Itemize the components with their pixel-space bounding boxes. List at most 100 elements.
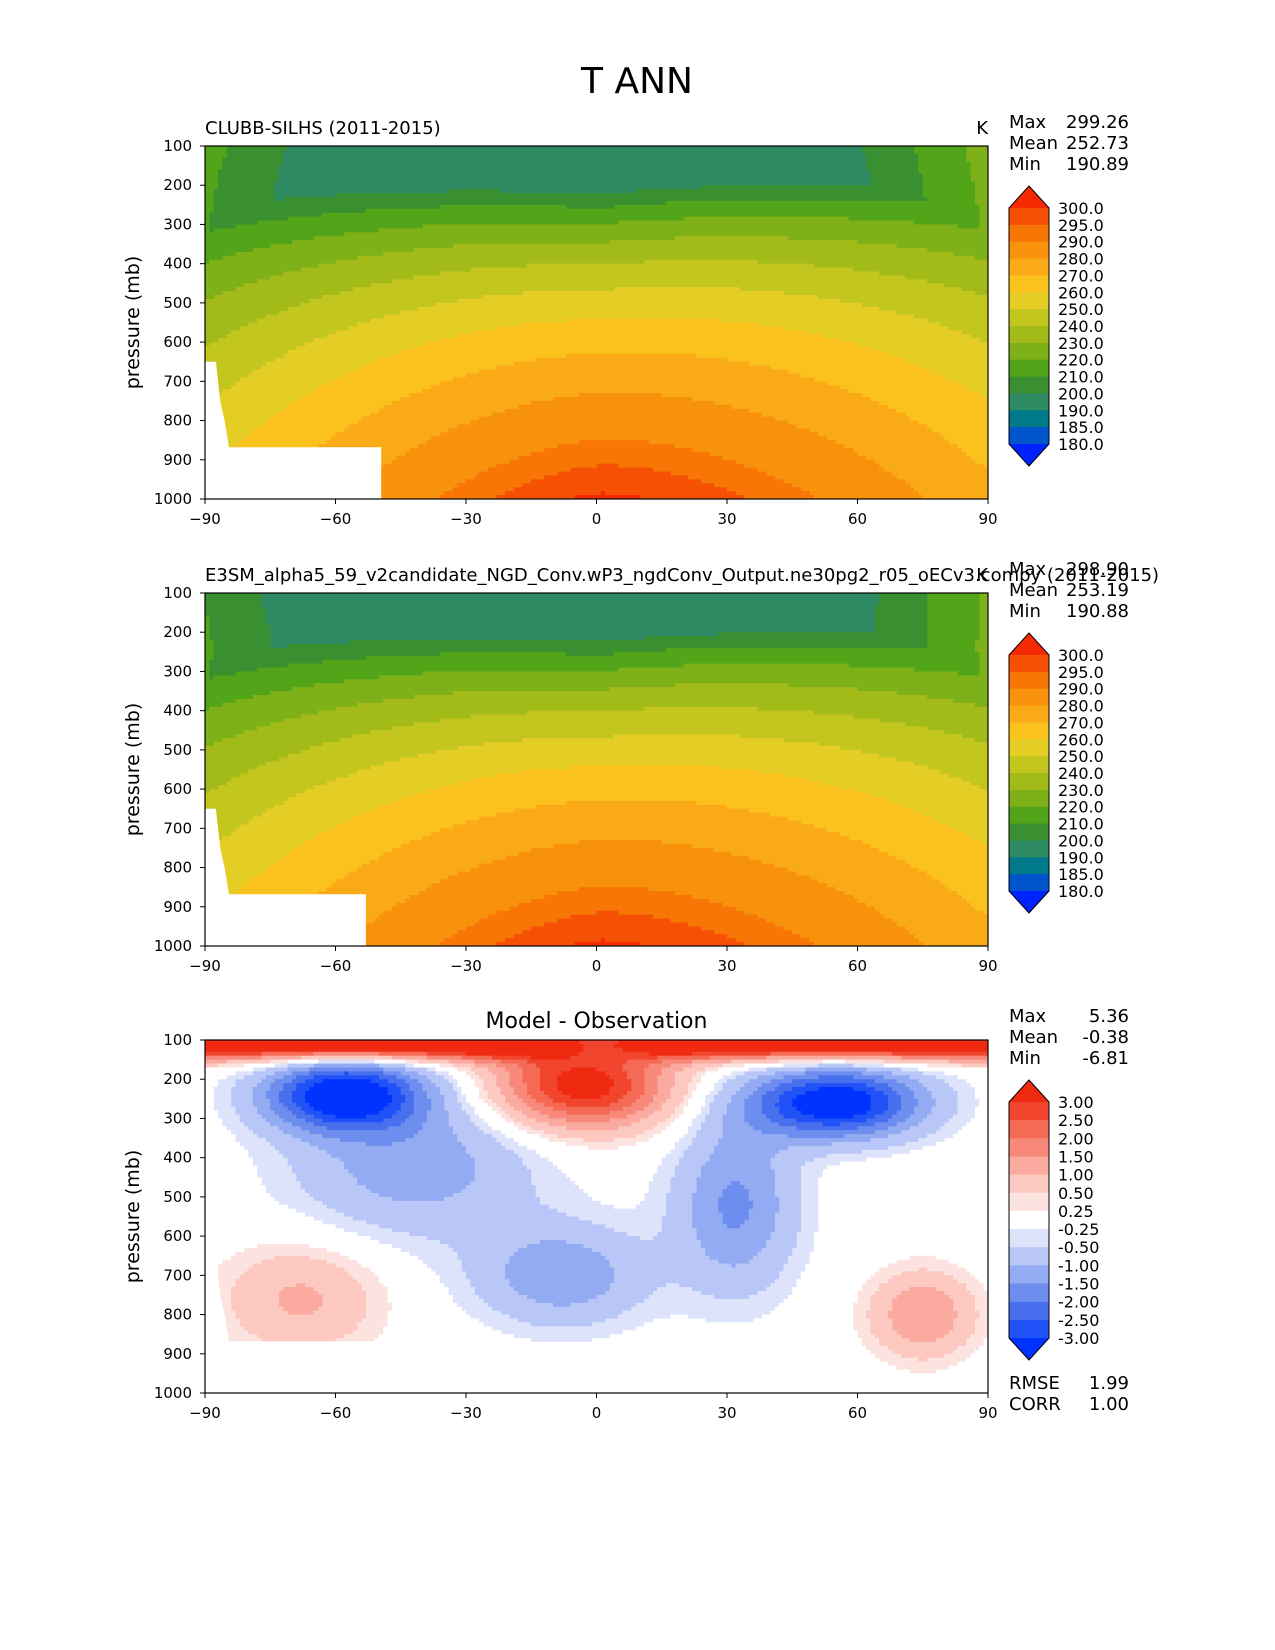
contour-cell (470, 1102, 489, 1108)
contour-cell (818, 1087, 854, 1092)
contour-cell (239, 440, 328, 445)
contour-cell (483, 1098, 493, 1104)
contour-cell (957, 381, 988, 386)
contour-cell (344, 1267, 371, 1273)
colorbar-band (1009, 1156, 1049, 1176)
contour-cell (883, 1090, 898, 1096)
contour-cell (218, 1083, 237, 1088)
contour-cell (844, 1059, 885, 1065)
contour-cell (257, 765, 371, 771)
contour-cell (674, 236, 789, 241)
contour-cell (744, 1102, 763, 1108)
contour-cell (370, 1079, 389, 1084)
contour-cell (457, 1302, 489, 1308)
contour-cell (696, 1071, 706, 1076)
contour-cell (474, 1079, 484, 1084)
contour-cell (309, 1192, 380, 1198)
contour-cell (961, 287, 988, 292)
contour-cell (213, 397, 302, 402)
contour-cell (239, 1318, 363, 1323)
contour-cell (974, 1294, 988, 1300)
contour-cell (883, 349, 988, 355)
contour-cell (409, 393, 580, 398)
colorbar-band (1009, 1102, 1049, 1121)
contour-cell (292, 1071, 310, 1076)
contour-cell (870, 169, 919, 175)
contour-cell (800, 1110, 867, 1116)
contour-cell (722, 1075, 737, 1080)
contour-cell (518, 1063, 537, 1069)
contour-cell (818, 1216, 988, 1222)
contour-cell (909, 1369, 937, 1374)
contour-cell (957, 891, 988, 896)
contour-cell (278, 1294, 324, 1300)
contour-cell (379, 1051, 428, 1057)
contour-cell (318, 385, 432, 390)
contour-cell (439, 1240, 541, 1245)
contour-cell (874, 608, 928, 614)
colorbar-band (1009, 823, 1049, 841)
colorbar-level-label: 240.0 (1058, 764, 1104, 783)
contour-cell (331, 1153, 471, 1159)
contour-cell (609, 1259, 719, 1265)
contour-cell (787, 1294, 859, 1300)
contour-cell (774, 1173, 802, 1178)
contour-cell (205, 1185, 267, 1190)
contour-cell (953, 1306, 976, 1312)
contour-cell (261, 604, 876, 610)
contour-cell (205, 1369, 911, 1374)
contour-cell (674, 1110, 685, 1116)
contour-cell (966, 385, 988, 390)
contour-cell (979, 1314, 988, 1320)
colorbar-level-label: 210.0 (1058, 368, 1104, 387)
contour-cell (474, 1161, 524, 1167)
contour-cell (840, 1122, 876, 1127)
contour-cell (252, 1071, 276, 1076)
contour-cell (874, 1122, 898, 1127)
contour-cell (979, 612, 988, 618)
contour-cell (213, 228, 380, 233)
contour-cell (265, 616, 876, 622)
contour-cell (896, 1090, 915, 1096)
contour-cell (757, 1075, 785, 1080)
colorbar-band (1009, 789, 1049, 808)
contour-cell (248, 879, 337, 884)
contour-cell (352, 1216, 580, 1222)
contour-cell (205, 357, 276, 363)
contour-cell (874, 1130, 902, 1135)
contour-cell (892, 1306, 954, 1312)
contour-cell (557, 1079, 615, 1084)
contour-cell (927, 247, 988, 253)
contour-cell (696, 1181, 732, 1186)
contour-cell (796, 1126, 859, 1131)
contour-cell (357, 322, 524, 328)
contour-cell (509, 1255, 606, 1261)
contour-cell (218, 1330, 250, 1335)
contour-cell (940, 373, 988, 379)
contour-cell (979, 663, 988, 669)
contour-cell (748, 1196, 780, 1202)
contour-cell (713, 1083, 724, 1088)
contour-cell (896, 1079, 919, 1084)
contour-cell (796, 1232, 815, 1237)
contour-cell (335, 259, 645, 265)
contour-cell (283, 153, 867, 159)
contour-cell (361, 1283, 384, 1288)
contour-cell (853, 714, 988, 720)
contour-cell (300, 844, 402, 849)
contour-cell (205, 679, 345, 684)
contour-cell (313, 1196, 393, 1202)
contour-cell (744, 1083, 763, 1088)
contour-cell (339, 1251, 411, 1257)
contour-cell (653, 467, 759, 473)
contour-cell (231, 1090, 254, 1096)
contour-cell (644, 1090, 658, 1096)
stat-value: 5.36 (1089, 1006, 1129, 1027)
contour-cell (922, 185, 976, 190)
contour-cell (209, 1279, 237, 1284)
contour-cell (261, 1051, 315, 1057)
contour-cell (787, 1145, 889, 1151)
contour-cell (600, 938, 606, 943)
contour-cell (944, 1138, 988, 1143)
contour-cell (783, 1063, 819, 1069)
